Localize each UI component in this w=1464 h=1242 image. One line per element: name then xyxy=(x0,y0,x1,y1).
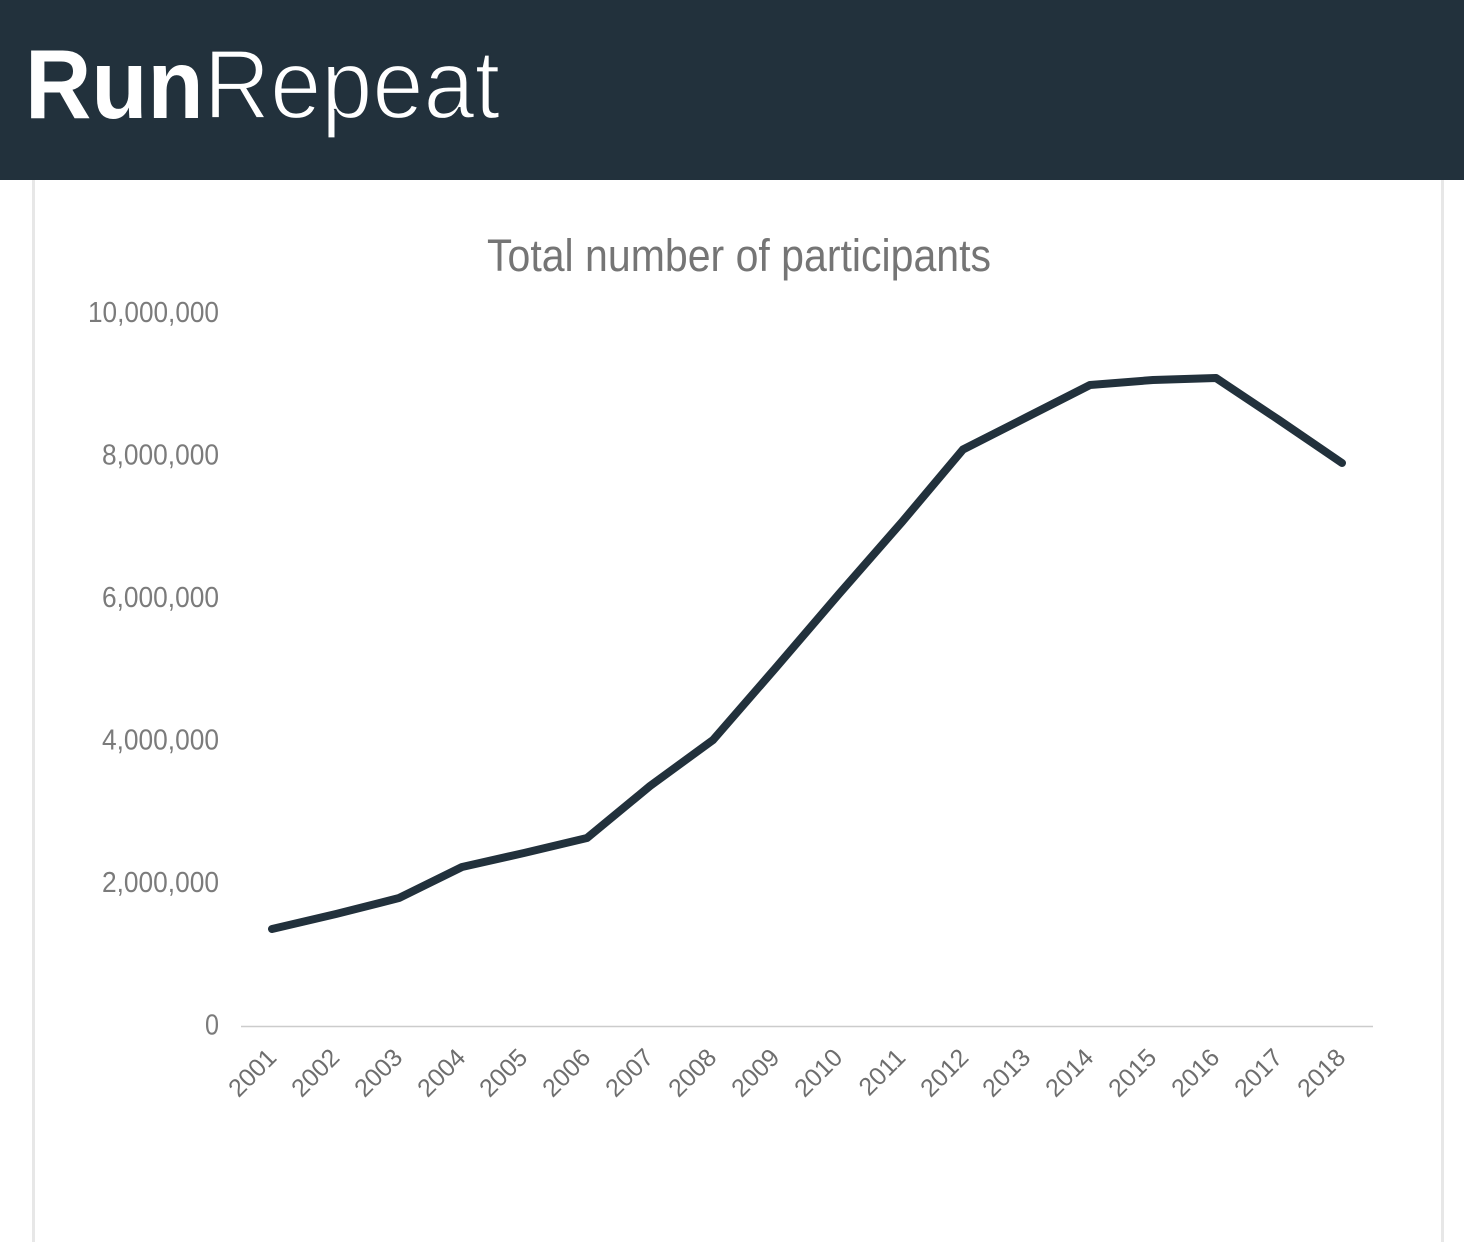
svg-text:6,000,000: 6,000,000 xyxy=(102,582,219,614)
svg-text:0: 0 xyxy=(205,1010,219,1042)
svg-text:2002: 2002 xyxy=(286,1043,345,1102)
svg-text:2014: 2014 xyxy=(1040,1043,1099,1102)
svg-text:2008: 2008 xyxy=(663,1043,722,1102)
svg-text:2015: 2015 xyxy=(1103,1043,1162,1102)
svg-text:2007: 2007 xyxy=(600,1043,659,1102)
svg-text:2006: 2006 xyxy=(537,1043,596,1102)
svg-text:2003: 2003 xyxy=(349,1043,408,1102)
svg-text:2005: 2005 xyxy=(474,1043,533,1102)
svg-text:10,000,000: 10,000,000 xyxy=(88,297,219,329)
svg-text:2017: 2017 xyxy=(1229,1043,1288,1102)
svg-text:8,000,000: 8,000,000 xyxy=(102,440,219,472)
svg-text:2004: 2004 xyxy=(412,1043,471,1102)
svg-text:2,000,000: 2,000,000 xyxy=(102,867,219,899)
svg-text:2011: 2011 xyxy=(853,1043,911,1101)
svg-text:Total number of participants: Total number of participants xyxy=(487,230,991,281)
svg-text:2012: 2012 xyxy=(915,1043,974,1102)
svg-text:2016: 2016 xyxy=(1166,1043,1225,1102)
svg-text:2001: 2001 xyxy=(223,1043,282,1102)
svg-text:2010: 2010 xyxy=(789,1043,848,1102)
svg-text:2018: 2018 xyxy=(1292,1043,1351,1102)
svg-text:2009: 2009 xyxy=(726,1043,785,1102)
svg-text:2013: 2013 xyxy=(977,1043,1036,1102)
svg-text:4,000,000: 4,000,000 xyxy=(102,725,219,757)
